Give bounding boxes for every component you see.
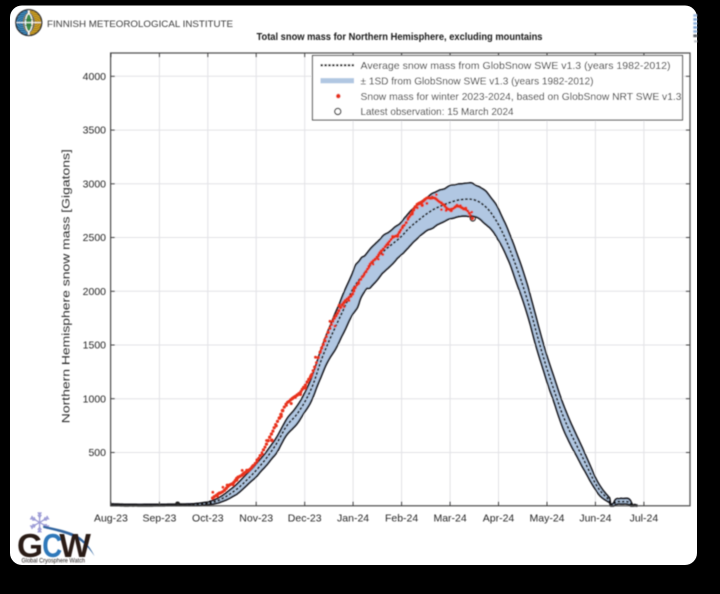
svg-text:Jul-24: Jul-24 <box>630 513 659 525</box>
svg-text:C: C <box>42 527 62 564</box>
svg-text:± 1SD from GlobSnow SWE v1.3 (: ± 1SD from GlobSnow SWE v1.3 (years 1982… <box>361 76 594 87</box>
svg-text:FINNISH METEOROLOGICAL INSTITU: FINNISH METEOROLOGICAL INSTITUTE <box>47 19 233 30</box>
svg-text:500: 500 <box>88 447 106 459</box>
svg-text:Jan-24: Jan-24 <box>337 513 369 525</box>
svg-text:2500: 2500 <box>83 232 107 244</box>
svg-text:Average snow mass from GlobSno: Average snow mass from GlobSnow SWE v1.3… <box>361 61 671 72</box>
svg-text:Dec-23: Dec-23 <box>288 513 322 525</box>
svg-text:Global Cryosphere Watch: Global Cryosphere Watch <box>22 558 86 565</box>
svg-text:Latest observation: 15 March 2: Latest observation: 15 March 2024 <box>361 107 514 118</box>
svg-text:4000: 4000 <box>83 71 107 83</box>
svg-text:Jun-24: Jun-24 <box>579 513 611 525</box>
svg-text:3000: 3000 <box>83 178 107 190</box>
svg-text:Mar-24: Mar-24 <box>433 513 466 525</box>
svg-text:Aug-23: Aug-23 <box>94 513 128 525</box>
svg-text:Sep-23: Sep-23 <box>142 513 176 525</box>
svg-text:Nov-23: Nov-23 <box>239 513 273 525</box>
svg-text:2000: 2000 <box>83 286 107 298</box>
svg-text:Oct-23: Oct-23 <box>192 513 224 525</box>
svg-text:G: G <box>17 528 43 565</box>
svg-text:1500: 1500 <box>83 340 107 352</box>
svg-text:1000: 1000 <box>83 393 107 405</box>
svg-text:Apr-24: Apr-24 <box>483 513 515 525</box>
svg-text:Total snow mass for Northern H: Total snow mass for Northern Hemisphere,… <box>257 32 543 43</box>
svg-text:Northern Hemisphere snow mass: Northern Hemisphere snow mass [Gigatons] <box>61 149 73 423</box>
svg-text:Snow mass for winter 2023-2024: Snow mass for winter 2023-2024, based on… <box>361 92 682 103</box>
svg-text:3500: 3500 <box>83 125 107 137</box>
svg-text:Feb-24: Feb-24 <box>385 513 418 525</box>
svg-text:W: W <box>59 528 91 565</box>
svg-text:May-24: May-24 <box>529 513 564 525</box>
